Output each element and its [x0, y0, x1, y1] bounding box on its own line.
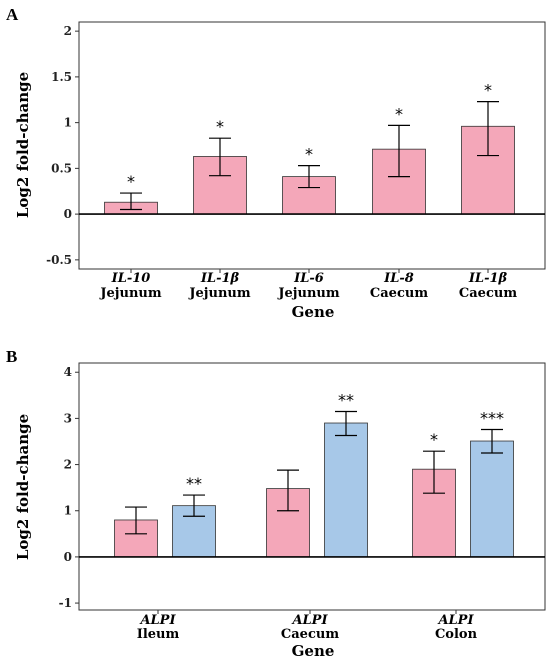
panel-a-category-gene-label: IL-1β: [468, 271, 508, 286]
panel-a-y-tick-label: 1.5: [51, 70, 72, 84]
panel-b-significance-label: **: [186, 474, 202, 493]
panel-a-x-axis-label: Gene: [292, 303, 335, 321]
panel-a-category-tissue-label: Jejunum: [99, 286, 161, 301]
panel-a-y-tick-label: 0.5: [51, 161, 72, 175]
panel-b-category-gene-label: ALPI: [138, 613, 176, 628]
panel-b-significance-label: **: [338, 390, 354, 409]
panel-a-category-tissue-label: Caecum: [459, 286, 517, 301]
panel-a-category-gene-label: IL-6: [293, 271, 324, 286]
panel-b-y-tick-label: 2: [64, 458, 72, 472]
panel-a-marks: -0.500.511.52*****IL-10JejunumIL-1βJejun…: [46, 24, 545, 301]
panel-b-category-tissue-label: Caecum: [281, 627, 339, 642]
panel-b-y-tick-label: 3: [64, 411, 72, 425]
panel-b-marks: -101234********ALPIIleumALPICaecumALPICo…: [59, 365, 545, 642]
panel-a-category-gene-label: IL-1β: [200, 271, 240, 286]
panel-a-category-tissue-label: Jejunum: [277, 286, 339, 301]
panel-a-significance-label: *: [395, 104, 403, 123]
panel-b-category-tissue-label: Colon: [435, 627, 478, 642]
panel-a-letter: A: [6, 5, 19, 24]
panel-a-y-tick-label: 2: [64, 24, 72, 38]
panel-b-category-gene-label: ALPI: [290, 613, 328, 628]
panel-b-y-tick-label: 0: [64, 550, 72, 564]
panel-a-plot-frame: [78, 21, 546, 270]
panel-a-significance-label: *: [305, 145, 313, 164]
panel-b-plot-frame: [78, 362, 546, 611]
panel-b-category-gene-label: ALPI: [436, 613, 474, 628]
panel-b: B Log2 fold-change Gene -101234********A…: [6, 347, 546, 660]
panel-b-significance-label: *: [430, 430, 438, 449]
panel-b-y-tick-label: -1: [59, 596, 72, 610]
panel-a-significance-label: *: [127, 172, 135, 191]
panel-b-y-tick-label: 4: [64, 365, 72, 379]
panel-b-category-tissue-label: Ileum: [137, 627, 180, 642]
panel-a-category-tissue-label: Jejunum: [188, 286, 250, 301]
panel-b-letter: B: [6, 347, 17, 366]
panel-b-bar: [470, 440, 514, 558]
panel-b-bar: [324, 422, 368, 558]
panel-a-category-gene-label: IL-10: [111, 271, 151, 286]
panel-a: A Log2 fold-change Gene -0.5 0 0.5 1 1.5 2 * * *…: [6, 5, 546, 321]
panel-b-bar: [412, 468, 456, 558]
panel-a-y-tick-label: 1: [64, 116, 72, 130]
panel-b-x-axis-label: Gene: [292, 642, 335, 660]
panel-a-significance-label: *: [484, 81, 492, 100]
panel-a-significance-label: *: [216, 117, 224, 136]
panel-a-category-gene-label: IL-8: [383, 271, 414, 286]
panel-b-significance-label: ***: [480, 408, 504, 427]
panel-a-y-tick-label: 0: [64, 207, 72, 221]
panel-a-y-tick-label: -0.5: [46, 253, 72, 267]
panel-b-y-axis-label: Log2 fold-change: [14, 414, 32, 560]
panel-a-y-axis-label: Log2 fold-change: [14, 72, 32, 218]
panel-b-y-tick-label: 1: [64, 504, 72, 518]
panel-a-category-tissue-label: Caecum: [370, 286, 428, 301]
